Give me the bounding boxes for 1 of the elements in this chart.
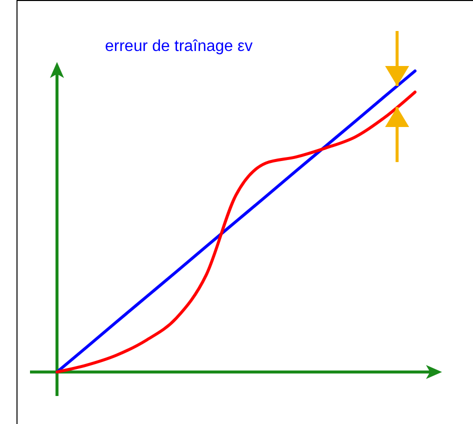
text: erreur de traînage εv [105, 38, 253, 55]
